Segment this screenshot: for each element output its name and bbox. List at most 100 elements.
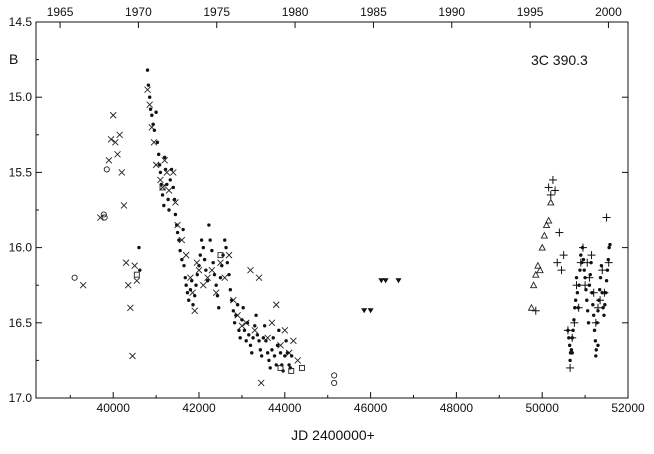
- dot-point: [152, 128, 157, 132]
- dot-point: [157, 163, 162, 167]
- cross-point: [157, 176, 164, 184]
- top-tick-label: 1995: [517, 5, 544, 19]
- cross-stroke: [169, 169, 177, 176]
- y-tick-label: 17.0: [9, 391, 33, 405]
- y-tick-label: 15.0: [9, 90, 33, 104]
- dot-point: [202, 257, 207, 262]
- cross-stroke: [247, 266, 254, 274]
- cross-point: [294, 357, 301, 364]
- dot-point: [602, 313, 606, 317]
- dot-point: [155, 140, 160, 145]
- dot-point: [593, 339, 598, 343]
- dot-point: [235, 303, 240, 307]
- dot-point: [259, 354, 264, 358]
- cross-stroke: [189, 289, 196, 297]
- x-tick-label: 46000: [354, 401, 388, 415]
- dot-point: [594, 354, 598, 358]
- triangle-point: [532, 270, 540, 278]
- triangle-down-point: [367, 308, 374, 314]
- dot-point: [586, 321, 591, 325]
- cross-stroke: [221, 274, 229, 281]
- top-tick-label: 1990: [438, 5, 465, 19]
- dot-point: [265, 351, 270, 355]
- cross-point: [281, 327, 289, 334]
- dot-point: [278, 351, 283, 355]
- dot-point: [138, 268, 142, 272]
- dot-point: [264, 339, 268, 343]
- triangle-point: [542, 221, 551, 228]
- dot-point: [158, 170, 163, 175]
- cross-stroke: [150, 139, 158, 146]
- cross-stroke: [195, 266, 203, 274]
- plus-point: [591, 318, 600, 327]
- cross-point: [251, 327, 259, 334]
- square-point: [277, 364, 284, 371]
- dot-point: [217, 306, 221, 310]
- dot-point: [283, 354, 287, 358]
- dot-point: [227, 272, 231, 277]
- dot-point: [262, 324, 267, 328]
- dot-point: [184, 283, 188, 287]
- cross-stroke: [152, 161, 160, 169]
- dot-point: [596, 343, 600, 348]
- cross-point: [204, 274, 211, 281]
- plus-point: [544, 183, 553, 192]
- plot-frame: [35, 21, 629, 399]
- dot-point: [254, 313, 258, 317]
- dot-point: [583, 275, 587, 280]
- cross-point: [225, 251, 233, 259]
- cross-point: [178, 236, 186, 244]
- circle-point: [331, 372, 338, 379]
- y-tick-label: 15.5: [9, 165, 33, 179]
- dot-point: [605, 268, 610, 272]
- triangle-point: [547, 198, 555, 206]
- dot-point: [148, 107, 153, 111]
- plus-point: [555, 228, 564, 237]
- dot-point: [183, 275, 187, 280]
- dot-point: [201, 245, 206, 250]
- dot-point: [261, 336, 266, 340]
- dot-point: [594, 348, 598, 352]
- dot-point: [187, 298, 191, 302]
- dot-point: [245, 321, 250, 325]
- cross-point: [290, 337, 297, 345]
- square-point: [159, 184, 166, 191]
- dot-point: [591, 303, 595, 307]
- cross-point: [131, 262, 138, 269]
- plus-point: [600, 288, 609, 297]
- cross-stroke: [144, 86, 151, 93]
- cross-stroke: [165, 187, 173, 194]
- dot-point: [258, 348, 263, 352]
- dot-point: [207, 223, 211, 227]
- cross-point: [234, 311, 241, 319]
- dot-point: [162, 203, 166, 208]
- dot-point: [175, 230, 180, 235]
- cross-stroke: [114, 151, 121, 158]
- circle-point: [331, 379, 338, 387]
- x-axis-title: JD 2400000+: [291, 427, 375, 443]
- cross-stroke: [225, 251, 233, 259]
- cross-stroke: [281, 327, 289, 334]
- dot-point: [214, 283, 218, 287]
- cross-stroke: [124, 281, 132, 289]
- cross-point: [191, 307, 199, 315]
- square-point: [217, 252, 224, 259]
- cross-stroke: [230, 296, 237, 304]
- dot-point: [573, 298, 578, 302]
- circle-point: [103, 166, 110, 173]
- plus-point: [546, 190, 555, 199]
- cross-point: [127, 304, 134, 312]
- dot-point: [247, 333, 251, 337]
- dot-point: [173, 212, 178, 217]
- cross-stroke: [257, 379, 265, 387]
- cross-point: [124, 281, 132, 289]
- dot-point: [285, 351, 290, 355]
- cross-stroke: [178, 236, 186, 244]
- dot-point: [568, 358, 572, 363]
- cross-stroke: [109, 111, 117, 119]
- dot-point: [137, 245, 141, 250]
- plus-point: [589, 288, 598, 297]
- top-tick-label: 2000: [595, 5, 622, 19]
- dot-point: [597, 288, 602, 292]
- dot-point: [156, 152, 161, 157]
